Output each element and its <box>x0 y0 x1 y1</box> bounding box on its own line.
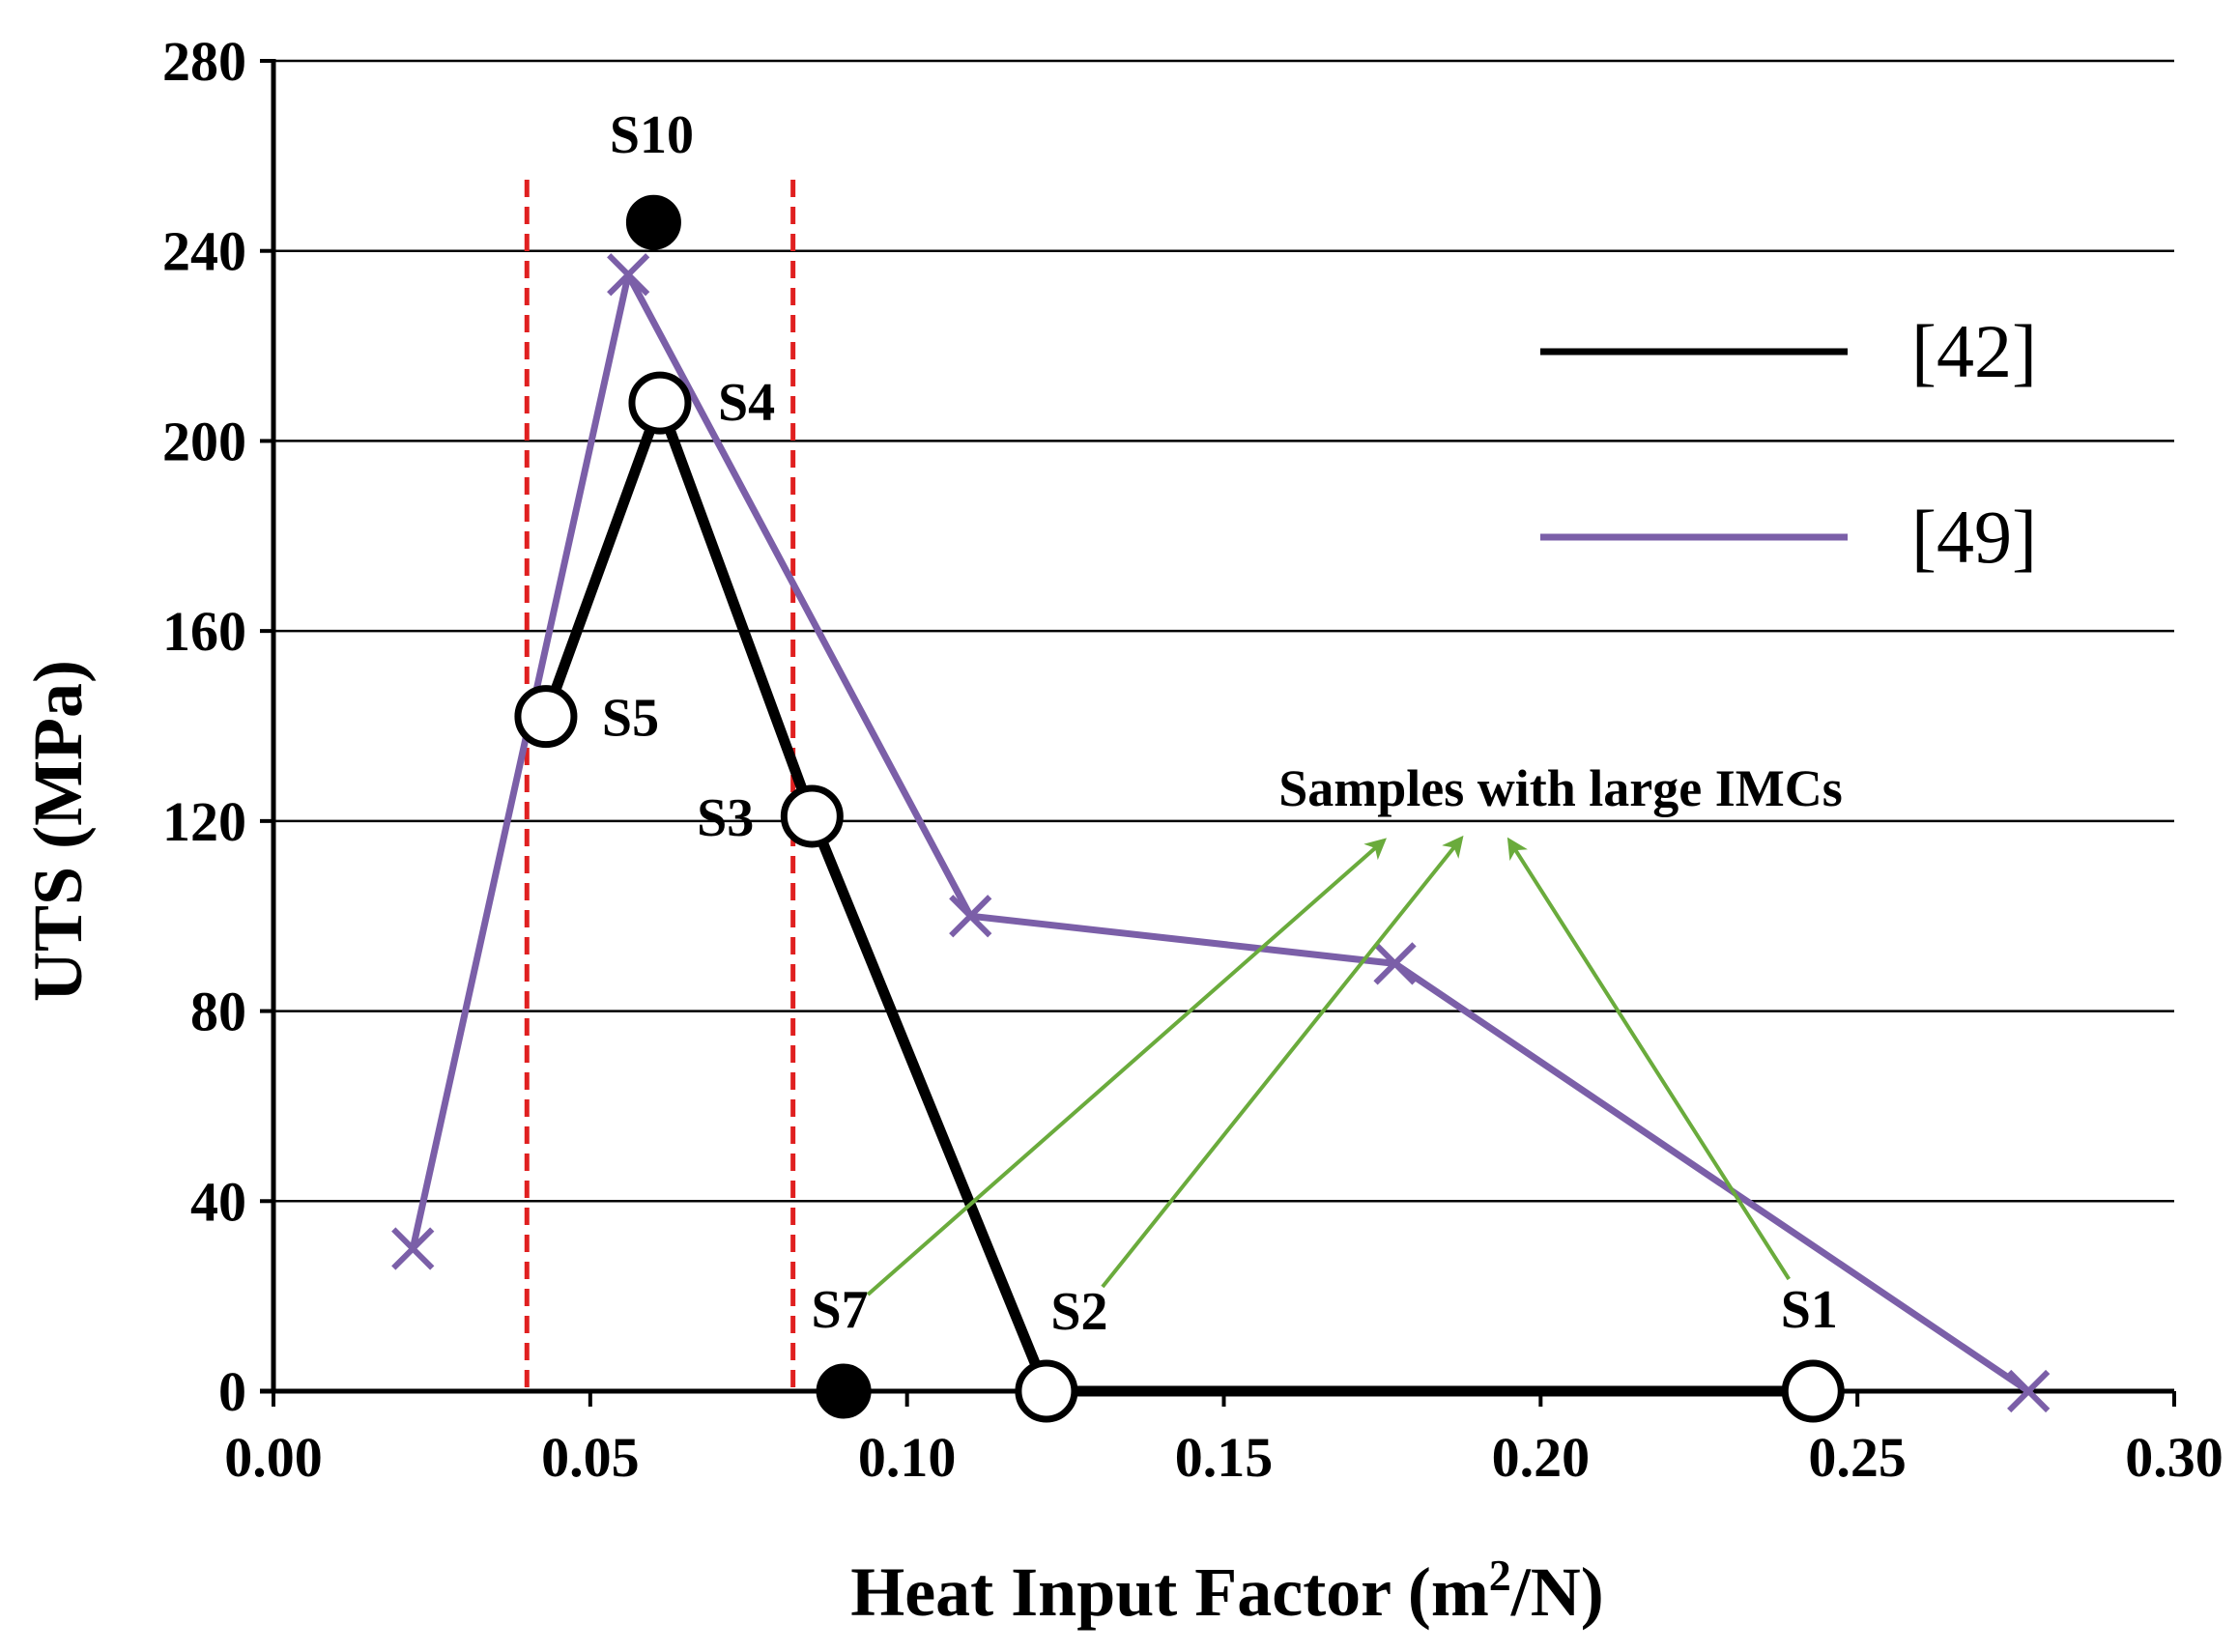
x-tick-label: 0.25 <box>1808 1426 1907 1489</box>
x-tick-label: 0.20 <box>1492 1426 1591 1489</box>
x-axis-title: Heat Input Factor (m2/N) <box>850 1551 1604 1631</box>
series-42-marker <box>780 784 844 848</box>
y-tick-label: 160 <box>162 600 246 663</box>
x-tick-label: 0.15 <box>1175 1426 1274 1489</box>
series-49-marker <box>607 253 650 297</box>
y-tick-label: 40 <box>190 1170 246 1233</box>
series-layer: S5 S4 S3 S2 S1 S10 S7 <box>391 105 2051 1423</box>
point-label: S1 <box>1781 1280 1838 1340</box>
y-tick-label: 200 <box>162 410 246 472</box>
y-tick-label: 120 <box>162 790 246 853</box>
reference-lines <box>524 180 796 1391</box>
annotation-layer: Samples with large IMCs <box>866 759 1843 1296</box>
y-tick-label: 80 <box>190 981 246 1043</box>
point-label: S7 <box>812 1280 869 1340</box>
series-49-marker-stroke <box>1373 942 1417 985</box>
point-label: S4 <box>718 373 775 433</box>
x-tick-label: 0.00 <box>224 1426 323 1489</box>
series-49-marker-stroke <box>391 1227 435 1270</box>
series-42-marker <box>514 685 578 749</box>
point-label: S5 <box>602 689 659 749</box>
series-42-marker <box>625 194 681 250</box>
y-axis-title: UTS (MPa) <box>19 660 97 1002</box>
annotation-text: Samples with large IMCs <box>1278 759 1842 817</box>
x-tick-label: 0.30 <box>2125 1426 2224 1489</box>
legend-label: [42] <box>1911 309 2037 393</box>
series-42-marker <box>1781 1359 1845 1423</box>
series-42-marker <box>628 371 692 435</box>
axis-layer: 0 40 80 120 160 200 240 280 0.00 0.05 0.10 0.15 0.20… <box>162 30 2224 1489</box>
annotation-arrow <box>1101 835 1464 1289</box>
legend-label: [49] <box>1911 495 2037 579</box>
x-tick-label: 0.10 <box>858 1426 957 1489</box>
series-49-marker-stroke <box>949 895 992 938</box>
series-42-marker <box>816 1363 872 1419</box>
grid-layer <box>273 59 2174 1203</box>
series-49-marker <box>949 895 992 938</box>
y-tick-label: 0 <box>218 1360 246 1423</box>
series-42-marker <box>1015 1359 1078 1423</box>
legend: [42] [49] <box>1540 309 2037 579</box>
series-49-marker-stroke <box>2007 1369 2051 1413</box>
annotation-arrow <box>866 838 1388 1296</box>
x-tick-label: 0.05 <box>541 1426 640 1489</box>
series-49-marker <box>391 1227 435 1270</box>
point-label: S10 <box>610 105 694 165</box>
annotation-arrow <box>1506 837 1791 1281</box>
point-label: S3 <box>697 788 754 848</box>
y-tick-label: 240 <box>162 220 246 283</box>
series-42-line <box>540 397 1814 1397</box>
series-49-marker <box>1373 942 1417 985</box>
y-tick-label: 280 <box>162 30 246 93</box>
series-49-marker-stroke <box>607 253 650 297</box>
point-label: S2 <box>1050 1282 1107 1342</box>
series-49-marker <box>2007 1369 2051 1413</box>
